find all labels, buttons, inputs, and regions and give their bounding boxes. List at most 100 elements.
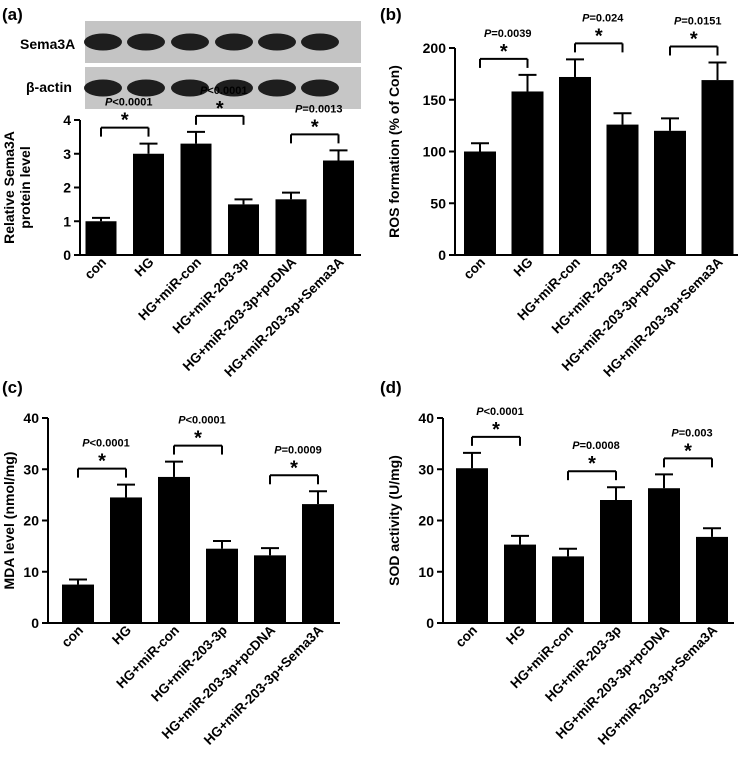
blot-band [301, 33, 339, 51]
p-value-number: =0.0039 [491, 28, 531, 40]
p-value-label: P<0.0001 [200, 85, 247, 97]
x-tick-label: con [461, 255, 489, 283]
p-value-symbol: P [476, 406, 484, 418]
x-tick-label: HG [503, 623, 528, 648]
y-tick-label: 20 [418, 513, 434, 529]
y-tick-label: 40 [418, 410, 434, 426]
p-value-number: =0.0008 [580, 440, 620, 452]
significance-star: * [500, 41, 508, 63]
p-value-label: P<0.0001 [178, 415, 225, 427]
blot-band [127, 33, 165, 51]
y-tick-label: 100 [423, 144, 447, 160]
significance-star: * [311, 116, 319, 138]
p-value-symbol: P [82, 438, 90, 450]
y-tick-label: 50 [430, 195, 446, 211]
p-value-number: =0.0151 [681, 15, 721, 27]
y-tick-label: 0 [426, 615, 434, 631]
y-tick-label: 10 [23, 564, 39, 580]
y-tick-label: 30 [23, 461, 39, 477]
significance-star: * [121, 110, 129, 132]
panel-label-c: (c) [2, 378, 23, 397]
p-value-label: P<0.0001 [105, 97, 152, 109]
blot-band [84, 79, 122, 97]
p-value-number: <0.0001 [90, 438, 130, 450]
p-value-label: P=0.0008 [572, 440, 619, 452]
y-tick-label: 0 [63, 247, 71, 263]
blot-band [258, 79, 296, 97]
bar [275, 199, 307, 255]
blot-bands [84, 33, 339, 97]
p-value-number: =0.0009 [282, 444, 322, 456]
bar [606, 124, 639, 255]
p-value-symbol: P [105, 97, 113, 109]
p-value-symbol: P [484, 28, 492, 40]
bar [701, 80, 734, 256]
y-tick-label: 150 [423, 92, 447, 108]
bar [206, 548, 238, 623]
bar [696, 536, 728, 623]
y-tick-label: 3 [63, 146, 71, 162]
p-value-number: <0.0001 [186, 415, 226, 427]
y-tick-label: 1 [63, 213, 71, 229]
bar [504, 544, 536, 623]
bar [654, 130, 686, 255]
significance-star: * [684, 440, 692, 462]
blot-band [84, 33, 122, 51]
x-tick-label: HG [132, 255, 157, 280]
blot-band [171, 79, 209, 97]
blot-label-beta-actin: β-actin [26, 79, 72, 95]
x-tick-label: HG [511, 255, 536, 280]
p-value-symbol: P [295, 103, 303, 115]
bar [323, 160, 354, 255]
bar [228, 204, 259, 255]
chart-root: 0 1 2 3 4 Relative Sema3A protein level con HG HG… [1, 12, 738, 748]
p-value-label: P=0.024 [582, 12, 624, 24]
p-value-label: P=0.0013 [295, 103, 342, 115]
y-tick-label: 40 [23, 410, 39, 426]
p-value-number: <0.0001 [484, 406, 524, 418]
bar [180, 143, 212, 255]
bar [110, 497, 142, 623]
x-tick-label: HG [109, 623, 134, 648]
p-value-label: P=0.0009 [274, 444, 321, 456]
p-value-number: =0.003 [679, 427, 713, 439]
p-value-label: P=0.003 [671, 427, 712, 439]
panel-label-b: (b) [380, 5, 402, 24]
bar [302, 504, 334, 623]
x-tick-label: con [453, 623, 481, 651]
y-axis-title: SOD activity (U/mg) [386, 455, 402, 586]
y-tick-label: 200 [423, 40, 447, 56]
y-tick-label: 10 [418, 564, 434, 580]
y-tick-label: 0 [31, 615, 39, 631]
y-axis-title: Relative Sema3A [1, 131, 17, 244]
p-value-symbol: P [572, 440, 580, 452]
blot-band [258, 33, 296, 51]
bar [254, 555, 286, 623]
bar [464, 151, 496, 255]
significance-star: * [690, 28, 698, 50]
p-value-symbol: P [274, 444, 282, 456]
western-blot: Sema3A β-actin [20, 21, 361, 109]
panel-label-a: (a) [2, 5, 23, 24]
p-value-number: <0.0001 [207, 85, 247, 97]
chart-panel-b: 0 50 100 150 200 ROS formation (% of Con) con H… [386, 12, 738, 380]
p-value-symbol: P [200, 85, 208, 97]
significance-star: * [492, 419, 500, 441]
p-value-symbol: P [671, 427, 679, 439]
panel-label-d: (d) [380, 378, 402, 397]
bar [511, 91, 544, 255]
p-value-label: P<0.0001 [82, 438, 129, 450]
p-value-number: <0.0001 [112, 97, 152, 109]
blot-band [301, 79, 339, 97]
blot-band [171, 33, 209, 51]
p-value-label: P=0.0039 [484, 28, 531, 40]
bar [85, 221, 117, 255]
significance-star: * [216, 98, 224, 120]
bar [133, 153, 164, 255]
bar [648, 488, 680, 623]
p-value-number: =0.0013 [302, 103, 342, 115]
x-tick-label: con [82, 255, 110, 283]
p-value-symbol: P [582, 12, 590, 24]
